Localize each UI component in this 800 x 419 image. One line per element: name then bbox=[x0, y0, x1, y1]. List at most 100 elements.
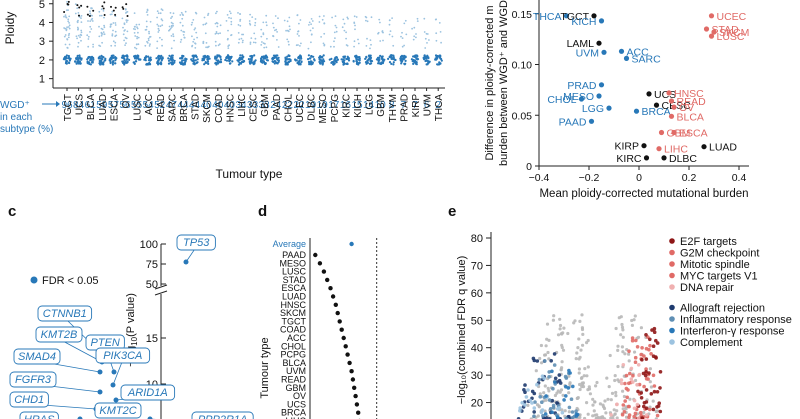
volcano-e-point bbox=[649, 392, 654, 396]
ploidy-point bbox=[167, 57, 170, 60]
volcano-e-point bbox=[658, 409, 663, 414]
volcano-e-point bbox=[624, 405, 628, 409]
ploidy-point bbox=[403, 63, 406, 66]
ploidy-point bbox=[265, 21, 268, 24]
volcano-e-point bbox=[623, 381, 627, 386]
ploidy-point bbox=[254, 24, 256, 27]
ploidy-outlier bbox=[112, 9, 115, 12]
ploidy-point bbox=[365, 62, 368, 65]
ploidy-point bbox=[97, 57, 100, 60]
ploidy-point bbox=[148, 32, 151, 35]
ploidy-point bbox=[196, 61, 199, 64]
ploidy-point bbox=[382, 31, 384, 34]
ploidy-point bbox=[161, 44, 164, 47]
volcano-e-point bbox=[560, 408, 564, 412]
ploidy-point bbox=[110, 13, 113, 16]
gene-label-box bbox=[176, 234, 216, 251]
ploidy-point bbox=[434, 18, 437, 21]
ploidy-point bbox=[238, 56, 241, 60]
volcano-e-tick-label: 50 bbox=[471, 315, 483, 327]
ploidy-x-tick-label: PAAD bbox=[272, 94, 283, 121]
wgd-percent-label: 22 bbox=[293, 100, 305, 111]
volcano-e-point bbox=[630, 336, 635, 340]
ploidy-point bbox=[194, 27, 197, 29]
volcano-e-point bbox=[650, 328, 654, 332]
ploidy-point bbox=[265, 59, 269, 62]
ploidy-point bbox=[184, 58, 187, 61]
ploidy-point bbox=[330, 61, 333, 64]
ploidy-point bbox=[299, 63, 302, 66]
volcano-e-point bbox=[552, 314, 556, 318]
volcano-e-point bbox=[562, 326, 566, 330]
volcano-e-point bbox=[523, 390, 527, 395]
dot-d-point bbox=[328, 286, 333, 291]
ploidy-point bbox=[80, 58, 83, 61]
ploidy-point bbox=[272, 26, 275, 29]
ploidy-point bbox=[298, 57, 301, 60]
gene-label: KMT2B bbox=[41, 329, 78, 341]
ploidy-point bbox=[65, 16, 68, 19]
ploidy-point bbox=[366, 20, 369, 23]
ploidy-point bbox=[426, 59, 429, 62]
dot-d-average-label: Average bbox=[273, 239, 306, 249]
ploidy-point bbox=[329, 45, 332, 48]
dot-d-category-label: UVM bbox=[286, 366, 306, 376]
volcano-e-point bbox=[622, 394, 627, 399]
ploidy-point bbox=[169, 57, 172, 60]
dot-d-category-label: TGCT bbox=[282, 316, 307, 326]
ploidy-point bbox=[379, 21, 381, 24]
ploidy-point bbox=[323, 60, 326, 63]
ploidy-point bbox=[369, 47, 371, 50]
ploidy-y-tick-label: 2 bbox=[39, 55, 45, 67]
ploidy-point bbox=[230, 20, 233, 23]
ploidy-x-tick-label: LUAD bbox=[98, 94, 109, 121]
volcano-e-point bbox=[591, 397, 595, 401]
ploidy-point bbox=[158, 29, 161, 32]
ploidy-point bbox=[112, 29, 114, 32]
ploidy-point bbox=[133, 25, 136, 28]
volcano-e-point bbox=[550, 398, 555, 403]
ploidy-point bbox=[194, 11, 197, 14]
ploidy-point bbox=[173, 59, 176, 62]
volcano-e-point bbox=[553, 393, 558, 398]
wgd-percent-label: 44 bbox=[177, 100, 189, 111]
dot-d-category-label: ESCA bbox=[281, 283, 306, 293]
burden-point bbox=[618, 48, 625, 54]
ploidy-point bbox=[124, 8, 127, 10]
ploidy-point bbox=[100, 31, 103, 34]
ploidy-point bbox=[307, 47, 310, 50]
ploidy-point bbox=[380, 57, 383, 60]
ploidy-point bbox=[159, 55, 162, 58]
ploidy-point bbox=[190, 58, 193, 61]
ploidy-point bbox=[92, 43, 94, 46]
dot-d-category-label: BLCA bbox=[282, 358, 306, 368]
ploidy-point bbox=[101, 55, 104, 59]
ploidy-point bbox=[76, 26, 79, 29]
ploidy-point bbox=[89, 31, 91, 33]
burden-x-tick-label: −0.2 bbox=[579, 172, 600, 184]
ploidy-point bbox=[249, 60, 252, 63]
wgd-percent-label: 19 bbox=[317, 100, 329, 111]
volcano-e-legend-label: Allograft rejection bbox=[680, 303, 765, 315]
ploidy-point bbox=[425, 63, 428, 66]
ploidy-point bbox=[423, 58, 426, 61]
ploidy-point bbox=[333, 45, 335, 48]
ploidy-point bbox=[320, 56, 324, 59]
volcano-e-point bbox=[544, 344, 548, 348]
volcano-e-point bbox=[593, 400, 597, 404]
volcano-e-point bbox=[560, 366, 564, 370]
ploidy-point bbox=[109, 61, 112, 65]
ploidy-point bbox=[310, 41, 312, 44]
dot-d-panel: d AveragePAADMESOLUSCSTADESCALUADHNSCSKC… bbox=[258, 203, 378, 419]
ploidy-point bbox=[249, 55, 252, 58]
ploidy-point bbox=[260, 35, 263, 38]
wgd-percent-label: 52 bbox=[154, 100, 166, 111]
ploidy-point bbox=[296, 14, 299, 17]
ploidy-point bbox=[156, 23, 159, 26]
ploidy-point bbox=[207, 12, 210, 15]
gene-label-box bbox=[19, 411, 59, 419]
ploidy-point bbox=[412, 55, 415, 58]
volcano-e-point bbox=[570, 416, 575, 419]
volcano-e-point bbox=[520, 401, 524, 405]
dot-d-point bbox=[325, 277, 330, 283]
